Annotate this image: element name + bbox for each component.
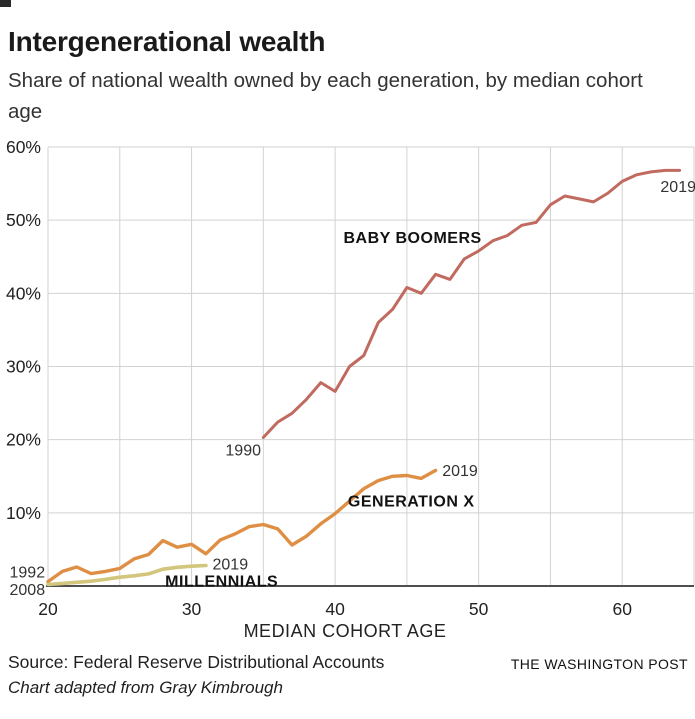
publisher-wordmark: THE WASHINGTON POST bbox=[510, 656, 688, 672]
series-label: BABY BOOMERS bbox=[344, 230, 482, 247]
year-label: 1990 bbox=[225, 442, 261, 459]
year-label: 2019 bbox=[442, 463, 478, 480]
year-label: 2019 bbox=[213, 557, 249, 574]
chart-title: Intergenerational wealth bbox=[8, 26, 326, 57]
x-tick-label: 40 bbox=[325, 599, 345, 619]
y-tick-label: 10% bbox=[6, 503, 41, 523]
series-line-generation-x bbox=[46, 468, 438, 584]
x-tick-label: 30 bbox=[182, 599, 202, 619]
series-label: GENERATION X bbox=[348, 494, 475, 511]
y-tick-labels: 10% 20% 30% 40% 50% 60% bbox=[6, 137, 41, 523]
x-tick-label: 20 bbox=[38, 599, 58, 619]
grid-lines bbox=[47, 146, 695, 586]
year-label: 2008 bbox=[10, 582, 46, 599]
source-note: Source: Federal Reserve Distributional A… bbox=[8, 652, 385, 672]
series-label: MILLENNIALS bbox=[165, 574, 278, 591]
x-tick-label: 60 bbox=[612, 599, 632, 619]
series-line-baby-boomers bbox=[261, 168, 682, 439]
year-label: 1992 bbox=[10, 565, 46, 582]
credit-note: Chart adapted from Gray Kimbrough bbox=[8, 678, 283, 697]
corner-artifact bbox=[0, 0, 11, 7]
y-tick-label: 20% bbox=[6, 430, 41, 450]
series-lines bbox=[46, 168, 682, 587]
x-axis-title: MEDIAN COHORT AGE bbox=[244, 621, 447, 641]
y-tick-label: 30% bbox=[6, 357, 41, 377]
chart-subtitle: Share of national wealth owned by each g… bbox=[8, 69, 643, 123]
y-tick-label: 50% bbox=[6, 210, 41, 230]
y-tick-label: 40% bbox=[6, 283, 41, 303]
y-tick-label: 60% bbox=[6, 137, 41, 157]
x-tick-label: 50 bbox=[469, 599, 489, 619]
series-line-millennials bbox=[46, 563, 208, 587]
x-tick-labels: 20 30 40 50 60 bbox=[38, 599, 632, 619]
year-label: 2019 bbox=[660, 179, 695, 196]
